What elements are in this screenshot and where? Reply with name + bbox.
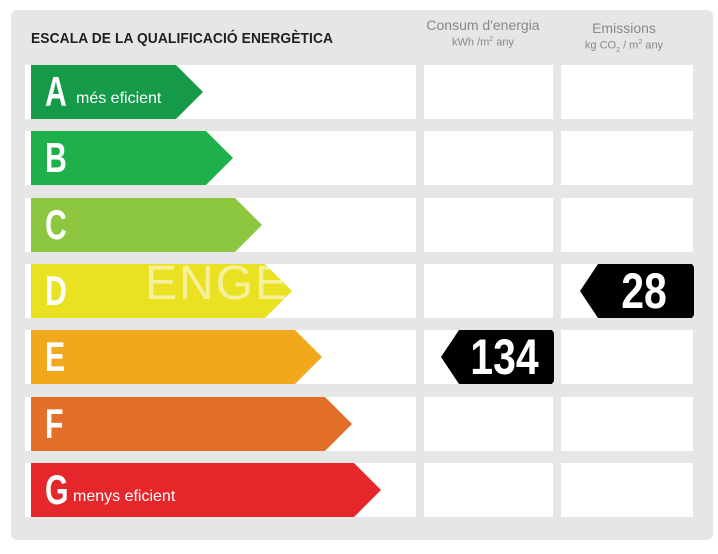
- energy-cell: [424, 397, 553, 451]
- class-bar-c: C: [31, 198, 262, 252]
- emissions-rating-indicator: 28: [580, 264, 694, 318]
- energy-rating-indicator: 134: [441, 330, 554, 384]
- unit-text: kg CO: [584, 39, 617, 52]
- class-letter: E: [45, 333, 66, 380]
- column-header-energy: Consum d'energia kWh /m2 any: [420, 17, 546, 49]
- energy-cell: [424, 463, 553, 517]
- emissions-cell: [561, 198, 693, 252]
- class-caption: més eficient: [76, 90, 162, 107]
- class-letter: C: [45, 201, 67, 248]
- emissions-cell: [561, 397, 693, 451]
- chart-title: ESCALA DE LA QUALIFICACIÓ ENERGÈTICA: [31, 30, 334, 47]
- class-letter: G: [45, 466, 69, 513]
- energy-cell: [424, 264, 553, 318]
- unit-text: / m: [620, 39, 639, 52]
- emissions-cell: [561, 330, 693, 384]
- unit-sup: 2: [638, 39, 643, 46]
- energy-cell: [424, 131, 553, 185]
- unit-text: kWh /m: [452, 36, 490, 49]
- class-bar-f: F: [31, 397, 352, 451]
- class-letter: F: [45, 400, 64, 447]
- unit-text: any: [642, 39, 664, 52]
- column-header-emissions: Emissions kg CO2 / m2 any: [558, 20, 690, 54]
- energy-cell: [424, 65, 553, 119]
- class-bar-d: D: [31, 264, 292, 318]
- column-unit-energy: kWh /m2 any: [420, 36, 546, 49]
- unit-text: any: [493, 36, 514, 49]
- unit-sub: 2: [616, 46, 621, 54]
- emissions-cell: [561, 463, 693, 517]
- energy-cell: [424, 198, 553, 252]
- column-title-energy: Consum d'energia: [426, 17, 540, 33]
- column-title-emissions: Emissions: [592, 20, 656, 36]
- emissions-cell: [561, 65, 693, 119]
- class-letter: D: [45, 267, 67, 314]
- unit-sup: 2: [489, 36, 494, 43]
- column-unit-emissions: kg CO2 / m2 any: [558, 39, 690, 54]
- class-bar-b: B: [31, 131, 233, 185]
- class-letter: B: [45, 134, 67, 181]
- class-caption: menys eficient: [73, 488, 176, 505]
- class-letter: A: [45, 68, 67, 115]
- class-bar-e: E: [31, 330, 322, 384]
- rating-value: 134: [470, 329, 539, 385]
- rating-value: 28: [621, 263, 667, 319]
- emissions-cell: [561, 131, 693, 185]
